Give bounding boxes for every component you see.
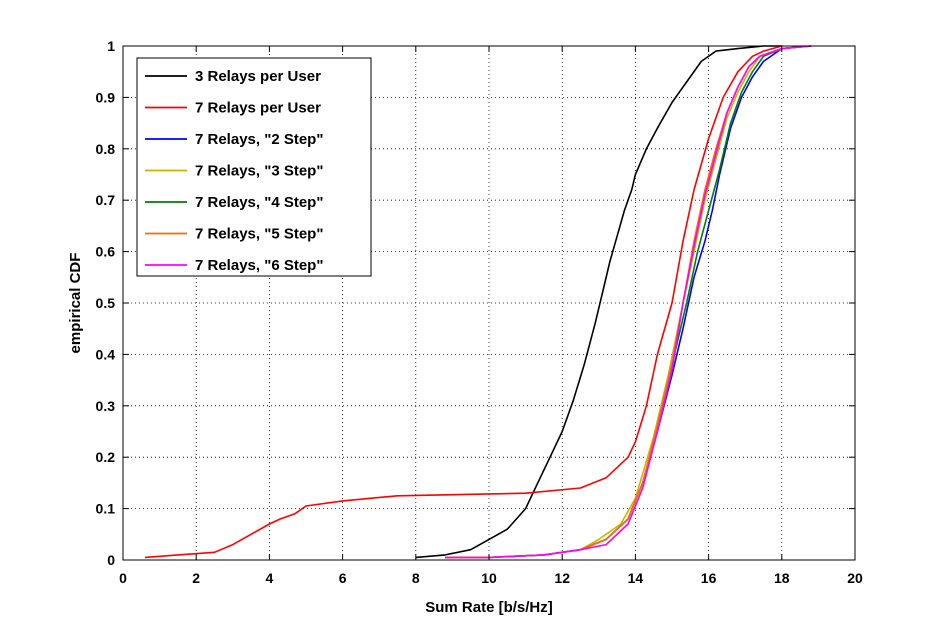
- y-tick-label: 0.4: [96, 346, 116, 362]
- x-tick-label: 20: [847, 570, 863, 586]
- y-tick-label: 0.1: [96, 501, 116, 517]
- y-tick-label: 1: [107, 38, 115, 54]
- legend-label: 7 Relays, "3 Step": [195, 163, 323, 180]
- series-line-1: [415, 45, 782, 559]
- y-axis-title: empirical CDF: [67, 253, 84, 354]
- y-tick-label: 0.8: [96, 141, 116, 157]
- x-tick-label: 14: [628, 570, 644, 586]
- x-tick-label: 0: [119, 570, 127, 586]
- series-line-2: [144, 45, 783, 559]
- x-tick-label: 4: [266, 570, 274, 586]
- y-tick-label: 0.3: [96, 398, 116, 414]
- y-tick-label: 0.9: [96, 89, 116, 105]
- legend: 3 Relays per User 7 Relays per User 7 Rela…: [136, 57, 372, 277]
- y-tick-label: 0.5: [96, 295, 116, 311]
- y-tick-label: 0.2: [96, 449, 116, 465]
- x-tick-label: 8: [412, 570, 420, 586]
- x-axis-title: Sum Rate [b/s/Hz]: [425, 599, 553, 616]
- series-lines: [144, 45, 812, 559]
- legend-label: 3 Relays per User: [195, 68, 321, 85]
- legend-label: 7 Relays per User: [195, 100, 321, 117]
- x-tick-label: 16: [701, 570, 717, 586]
- legend-label: 7 Relays, "6 Step": [195, 257, 323, 274]
- legend-box: [136, 57, 372, 277]
- legend-label: 7 Relays, "4 Step": [195, 194, 323, 211]
- y-tick-label: 0: [107, 552, 115, 568]
- legend-label: 7 Relays, "5 Step": [195, 226, 323, 243]
- axis-ticks: 0 2 4 6 8 10 12 14 16 18 20 0 0.1 0.2 0.3 0.4 0.5 0.6 0.7 0…: [96, 38, 863, 586]
- x-tick-label: 2: [192, 570, 200, 586]
- x-tick-label: 18: [774, 570, 790, 586]
- x-tick-label: 10: [481, 570, 497, 586]
- legend-label: 7 Relays, "2 Step": [195, 131, 323, 148]
- x-tick-label: 6: [339, 570, 347, 586]
- x-tick-label: 12: [554, 570, 570, 586]
- series-line-7: [445, 45, 812, 559]
- y-tick-label: 0.7: [96, 192, 116, 208]
- y-tick-label: 0.6: [96, 244, 116, 260]
- grid-lines: [123, 46, 855, 560]
